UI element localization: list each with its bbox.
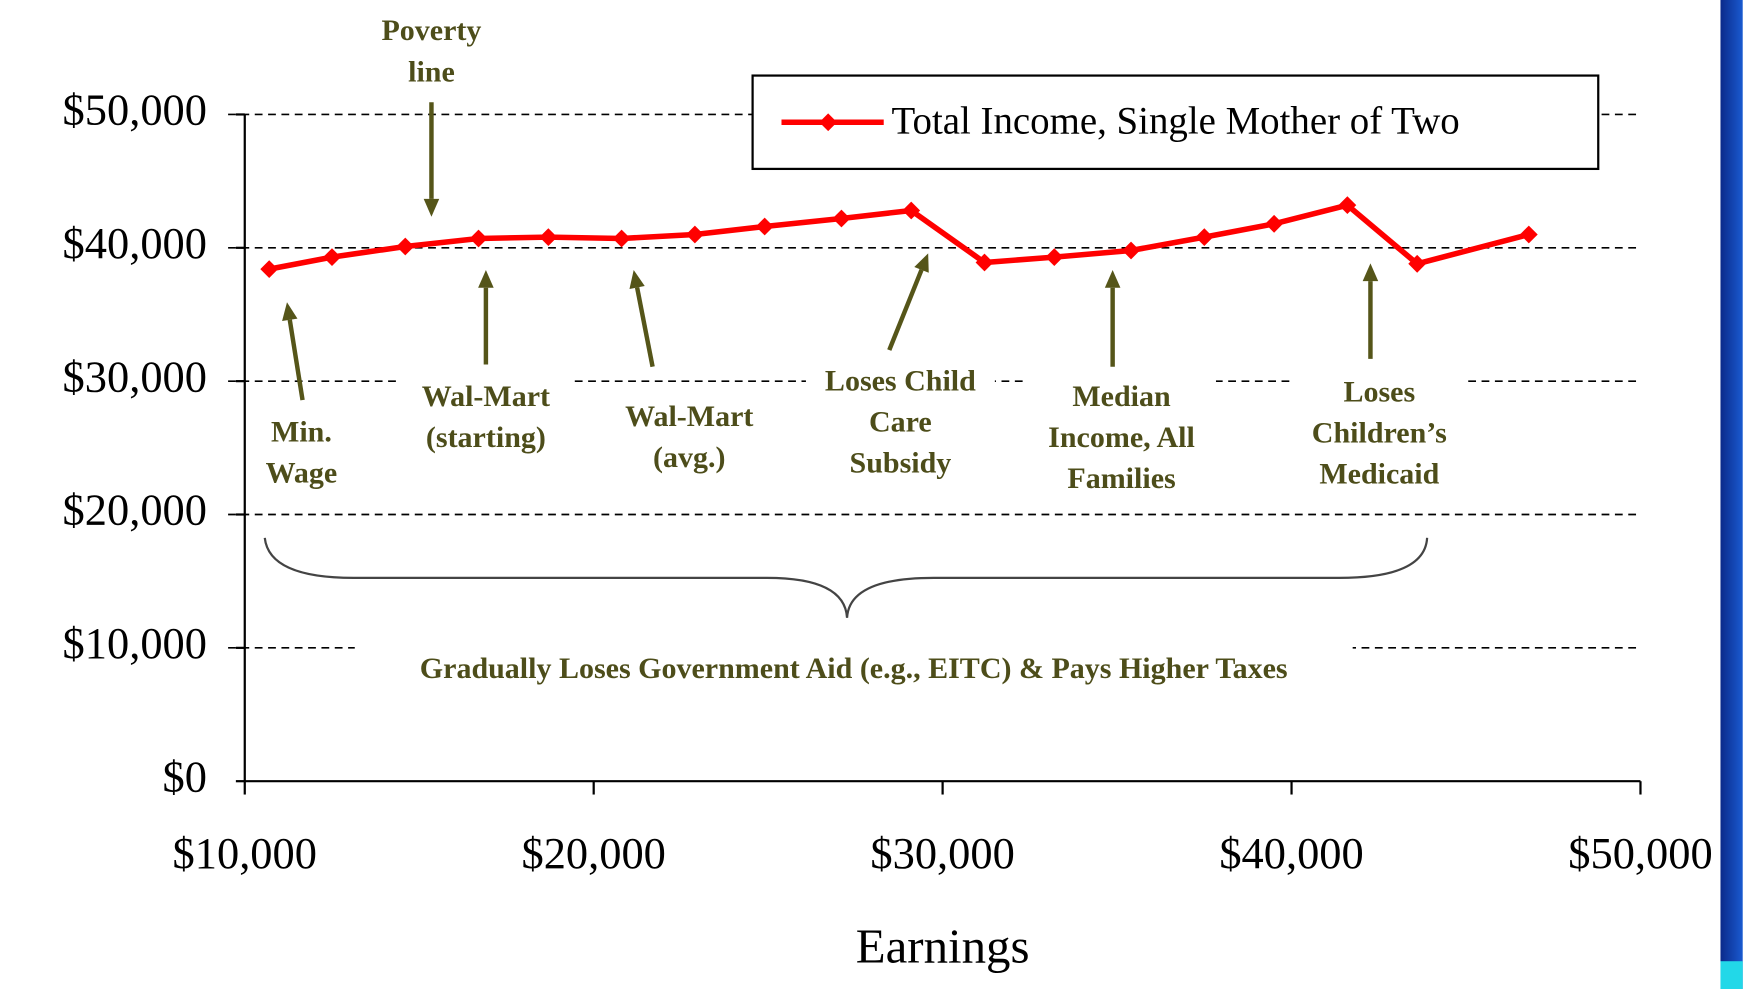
annotation: Loses [1343,375,1415,408]
x-tick-label: $20,000 [521,828,665,878]
annotation: Min. [271,415,332,448]
annotation-bg [261,410,342,499]
annotation-bg [1292,370,1467,501]
annotation-bg [399,374,573,464]
annotation-bg [805,358,995,489]
marker [1338,196,1357,215]
annotation-bg [618,394,761,484]
marker [1519,225,1538,244]
x-axis-title: Earnings [856,918,1030,973]
x-tick-label: $50,000 [1568,828,1712,878]
brace [263,537,1429,618]
annotation: Children’s [1312,416,1447,449]
marker [539,228,558,247]
legend-label: Total Income, Single Mother of Two [892,99,1460,142]
annotation: Wage [266,456,338,489]
arrow-head [629,270,645,289]
annotation: Median [1072,380,1171,413]
annotation: Gradually Loses Government Aid (e.g., EI… [420,652,1288,685]
marker [902,201,921,220]
arrow-shaft [287,319,305,401]
arrow-head [423,198,440,217]
marker [1045,248,1064,267]
arrow-head [282,302,298,322]
x-tick-label: $40,000 [1219,828,1363,878]
annotation: Income, All [1048,421,1195,454]
marker [396,237,415,256]
annotation: Families [1067,462,1175,495]
marker [612,229,631,248]
annotation: Subsidy [850,446,952,479]
annotation: (avg.) [653,441,725,474]
marker [975,253,994,272]
annotation-bg [1027,374,1216,505]
side-bar-accent [1720,961,1743,989]
arrow-head [914,253,929,273]
annotation: Care [869,405,932,438]
marker [260,260,279,279]
marker [832,209,851,228]
arrow-shaft [634,287,655,368]
annotation: Wal-Mart [422,380,550,413]
marker [1195,228,1214,247]
annotation: (starting) [426,421,546,454]
arrow-shaft [887,269,924,351]
arrow-head [1104,270,1121,288]
annotation: line [408,55,455,88]
arrow-head [478,270,494,288]
legend-marker [819,113,838,132]
y-tick-label: $0 [163,751,207,801]
annotation: Loses Child [825,364,976,397]
marker [1122,241,1140,260]
marker [755,217,774,236]
side-bar [1720,0,1743,989]
x-tick-label: $10,000 [173,828,317,878]
annotation-bg [354,646,1353,695]
y-tick-label: $30,000 [63,351,207,401]
annotation: Medicaid [1319,458,1439,491]
marker [685,225,704,244]
y-tick-label: $10,000 [63,618,207,668]
x-tick-label: $30,000 [870,828,1014,878]
y-tick-label: $50,000 [63,85,207,135]
y-tick-label: $40,000 [63,218,207,268]
marker [469,229,488,248]
y-tick-label: $20,000 [63,485,207,535]
marker [1408,254,1427,273]
legend-box [751,74,1600,171]
arrow-head [1362,263,1379,282]
marker [323,248,341,267]
annotation-bg [368,8,495,98]
line [268,202,1530,272]
annotation: Wal-Mart [625,400,753,433]
annotation: Poverty [381,14,481,47]
marker [1265,214,1283,233]
